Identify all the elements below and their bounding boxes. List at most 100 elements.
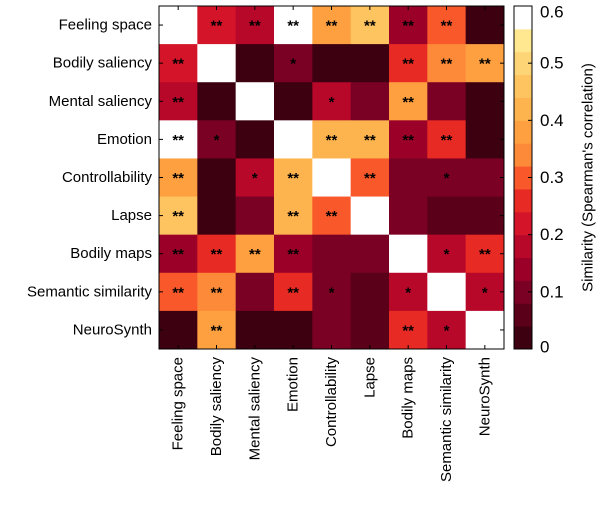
heatmap-cell <box>389 272 428 312</box>
significance-marker: ** <box>364 170 376 187</box>
significance-marker: ** <box>326 18 338 35</box>
heatmap-cell <box>465 44 505 83</box>
colorbar: 0 0.1 0.2 0.3 0.4 0.5 0.6 <box>513 3 564 357</box>
heatmap-cell <box>350 82 390 121</box>
significance-marker: ** <box>211 246 223 263</box>
heatmap-cell <box>427 310 467 350</box>
heatmap-cell <box>274 44 313 83</box>
x-tick-label: Bodily maps <box>400 357 417 439</box>
colorbar-bin <box>514 143 532 167</box>
heatmap-cell <box>197 234 237 274</box>
colorbar-bin <box>514 234 532 259</box>
significance-marker: ** <box>326 208 338 225</box>
heatmap-cell <box>350 196 390 236</box>
heatmap-cell <box>389 6 428 45</box>
heatmap-cell <box>350 158 390 198</box>
colorbar-bin <box>514 303 532 327</box>
heatmap-cell <box>274 272 313 312</box>
significance-marker: ** <box>287 284 299 301</box>
colorbar-bin <box>514 28 532 53</box>
heatmap-cell <box>465 82 505 121</box>
heatmap-cell <box>312 196 352 236</box>
heatmap-cell <box>159 82 198 121</box>
heatmap-cell <box>465 272 505 312</box>
significance-markers: ** ** ** ** ** ** **** * ** ** **** * **** * ** ** ** ***… <box>172 18 491 340</box>
heatmap-cell <box>350 44 390 83</box>
significance-marker: ** <box>326 132 338 149</box>
heatmap-cell <box>465 196 505 236</box>
x-axis-labels: Feeling space Bodily saliency Mental salie… <box>170 357 494 483</box>
heatmap-cell <box>312 234 352 274</box>
significance-marker: * <box>329 94 335 111</box>
significance-marker: ** <box>211 284 223 301</box>
heatmap-cell <box>235 272 275 312</box>
heatmap-cell <box>235 234 275 274</box>
significance-marker: ** <box>172 94 184 111</box>
heatmap-cell <box>389 120 428 159</box>
heatmap-cell <box>235 44 275 83</box>
significance-marker: ** <box>402 56 414 73</box>
heatmap-cell <box>235 158 275 198</box>
heatmap-cell <box>389 310 428 350</box>
heatmap-cell <box>465 158 505 198</box>
colorbar-bin <box>514 326 532 350</box>
heatmap-cell <box>465 234 505 274</box>
significance-marker: * <box>290 56 296 73</box>
colorbar-bin <box>514 188 532 213</box>
significance-marker: ** <box>479 56 491 73</box>
heatmap-cell <box>350 310 390 350</box>
significance-marker: * <box>329 284 335 301</box>
heatmap-cell <box>389 82 428 121</box>
colorbar-tick-label: 0.3 <box>540 168 564 187</box>
significance-marker: * <box>405 284 411 301</box>
significance-marker: ** <box>287 170 299 187</box>
significance-marker: * <box>482 284 488 301</box>
y-tick-label: Feeling space <box>59 17 152 34</box>
heatmap-cell <box>427 158 467 198</box>
heatmap-cell <box>197 272 237 312</box>
heatmap-cell <box>159 6 198 45</box>
significance-marker: ** <box>172 170 184 187</box>
x-tick-label: NeuroSynth <box>476 357 493 436</box>
colorbar-bin <box>514 211 532 236</box>
heatmap-cell <box>427 234 467 274</box>
colorbar-tick-label: 0.6 <box>540 3 564 22</box>
y-tick-label: Bodily saliency <box>53 55 153 72</box>
significance-marker: ** <box>211 322 223 339</box>
heatmap-cell <box>427 120 467 159</box>
heatmap-cell <box>312 82 352 121</box>
heatmap-cell <box>235 6 275 45</box>
y-tick-label: Bodily maps <box>70 245 152 262</box>
significance-marker: ** <box>287 246 299 263</box>
heatmap-cell <box>159 196 198 236</box>
x-tick-label: Feeling space <box>170 357 187 450</box>
heatmap-cell <box>197 44 237 83</box>
heatmap-cell <box>274 120 313 159</box>
heatmap-cell <box>389 158 428 198</box>
heatmap-cell <box>159 44 198 83</box>
heatmap-cell <box>350 6 390 45</box>
heatmap-cell <box>312 310 352 350</box>
significance-marker: ** <box>172 208 184 225</box>
colorbar-tick-label: 0.2 <box>540 225 564 244</box>
heatmap-cell <box>389 196 428 236</box>
heatmap-cell <box>274 234 313 274</box>
heatmap-cell <box>312 120 352 159</box>
significance-marker: ** <box>364 18 376 35</box>
significance-marker: ** <box>364 132 376 149</box>
colorbar-bin <box>514 280 532 304</box>
significance-marker: ** <box>402 322 414 339</box>
significance-marker: * <box>444 322 450 339</box>
significance-marker: ** <box>441 18 453 35</box>
x-tick-label: Controllability <box>323 357 340 448</box>
significance-marker: ** <box>441 132 453 149</box>
heatmap-cell <box>274 158 313 198</box>
y-tick-label: NeuroSynth <box>73 321 152 338</box>
axis-ticks <box>159 6 504 349</box>
heatmap-cell <box>274 82 313 121</box>
heatmap-cell <box>235 82 275 121</box>
heatmap-cell <box>159 310 198 350</box>
colorbar-label: Similarity (Spearman's correlation) <box>580 63 597 292</box>
heatmap-cell <box>159 272 198 312</box>
